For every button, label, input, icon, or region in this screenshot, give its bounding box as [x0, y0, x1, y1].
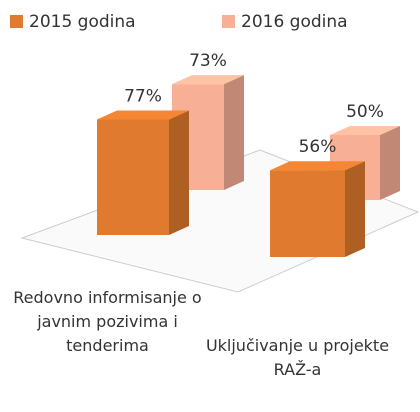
- x-tick-label: Uključivanje u projekte RAŽ-a: [205, 336, 390, 379]
- value-label: 50%: [346, 102, 384, 122]
- bar-side: [345, 161, 365, 257]
- bar-top: [172, 75, 244, 85]
- legend-swatch: [10, 15, 23, 28]
- legend-label: 2015 godina: [29, 12, 136, 32]
- legend-label: 2016 godina: [241, 12, 348, 32]
- bar: [97, 119, 169, 235]
- bar-top: [330, 126, 400, 135]
- bar: [270, 170, 345, 257]
- value-label: 56%: [299, 137, 337, 157]
- legend-swatch: [222, 15, 235, 28]
- value-label: 73%: [189, 51, 227, 71]
- bar-top: [270, 161, 365, 171]
- bar-side: [224, 75, 244, 190]
- bar-side: [380, 126, 400, 200]
- bar-side: [169, 110, 189, 235]
- value-label: 77%: [124, 87, 162, 107]
- x-tick-label: Redovno informisanje o javnim pozivima i…: [13, 288, 202, 355]
- bar-top: [97, 110, 189, 120]
